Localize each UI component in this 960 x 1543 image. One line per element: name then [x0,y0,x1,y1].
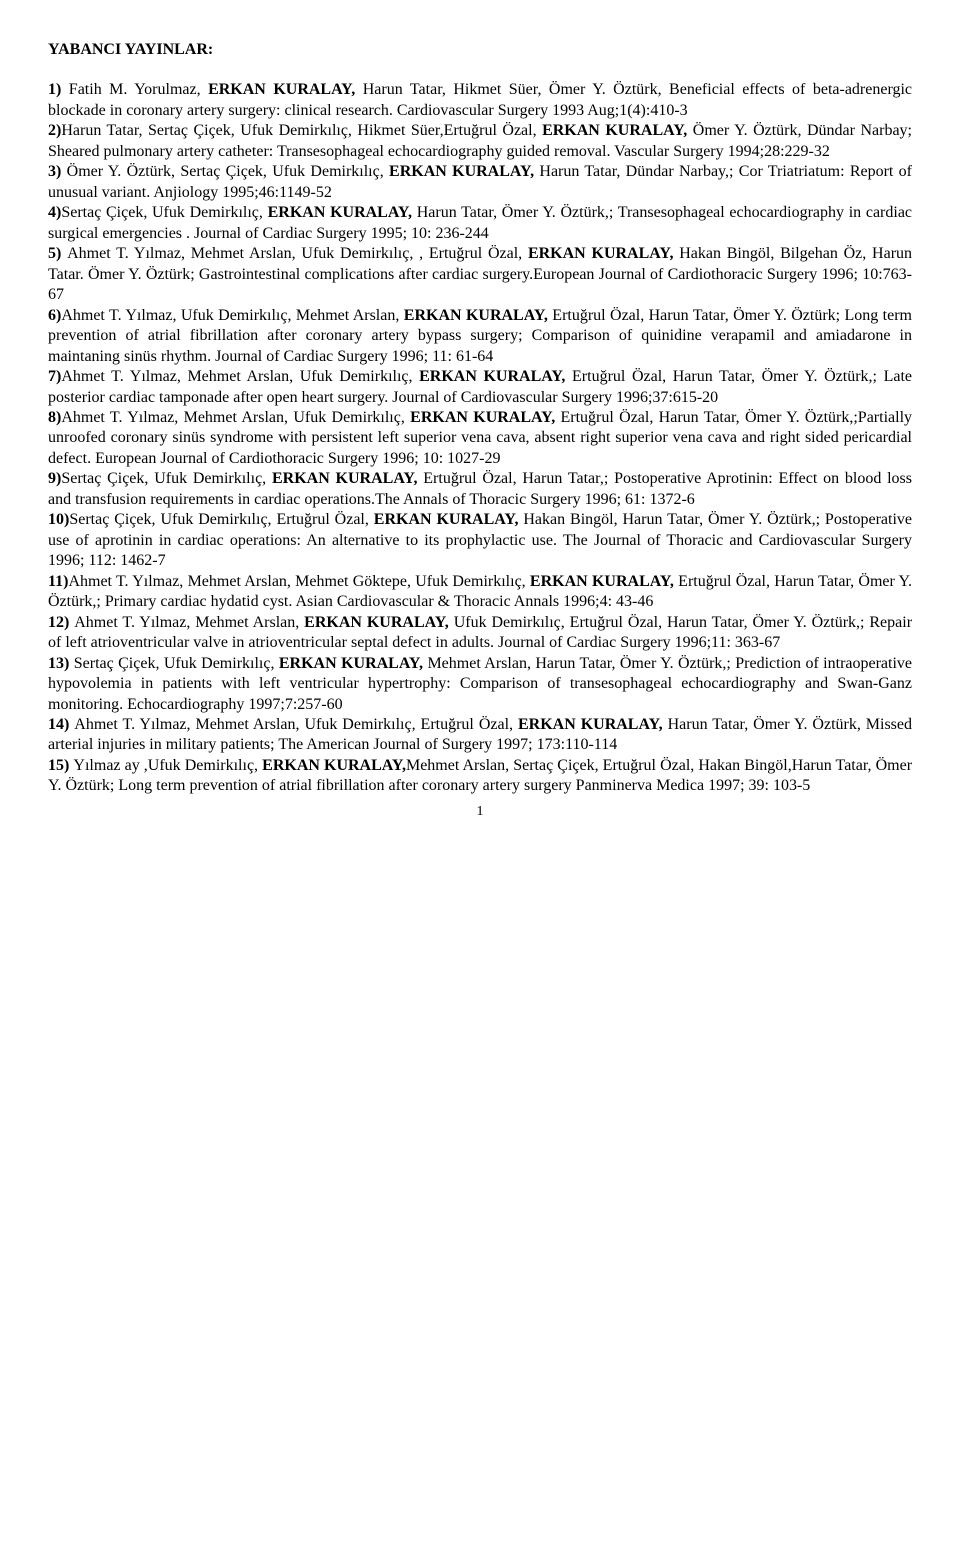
entry-pre-text: Fatih M. Yorulmaz, [69,81,208,98]
entry-highlight-name: ERKAN KURALAY, [262,757,406,774]
entry-lead: 2) [48,122,61,139]
entry-pre-text: Ahmet T. Yılmaz, Mehmet Arslan, Ufuk Dem… [67,245,528,262]
entry-pre-text: Yılmaz ay ,Ufuk Demirkılıç, [73,757,262,774]
entry-pre-text: Ahmet T. Yılmaz, Mehmet Arslan, Mehmet G… [68,573,529,590]
publication-entry: 2)Harun Tatar, Sertaç Çiçek, Ufuk Demirk… [48,121,912,162]
entry-pre-text: Ahmet T. Yılmaz, Mehmet Arslan, Ufuk Dem… [74,716,518,733]
entry-highlight-name: ERKAN KURALAY, [518,716,663,733]
entry-highlight-name: ERKAN KURALAY, [419,368,565,385]
publication-entry: 7)Ahmet T. Yılmaz, Mehmet Arslan, Ufuk D… [48,367,912,408]
entry-lead: 11) [48,573,68,590]
entry-highlight-name: ERKAN KURALAY, [404,307,548,324]
page-number: 1 [48,803,912,821]
entry-lead: 14) [48,716,74,733]
entry-lead: 3) [48,163,67,180]
entry-pre-text: Sertaç Çiçek, Ufuk Demirkılıç, [61,470,272,487]
entry-highlight-name: ERKAN KURALAY, [530,573,674,590]
entry-highlight-name: ERKAN KURALAY, [272,470,418,487]
entry-lead: 15) [48,757,73,774]
entry-lead: 6) [48,307,61,324]
entry-highlight-name: ERKAN KURALAY, [542,122,687,139]
entry-lead: 7) [48,368,61,385]
publication-entry: 9)Sertaç Çiçek, Ufuk Demirkılıç, ERKAN K… [48,469,912,510]
entry-lead: 5) [48,245,67,262]
entry-highlight-name: ERKAN KURALAY, [374,511,519,528]
entry-lead: 12) [48,614,74,631]
entry-highlight-name: ERKAN KURALAY, [268,204,412,221]
entry-pre-text: Ahmet T. Yılmaz, Mehmet Arslan, Ufuk Dem… [61,368,419,385]
entry-pre-text: Harun Tatar, Sertaç Çiçek, Ufuk Demirkıl… [61,122,542,139]
entry-pre-text: Ömer Y. Öztürk, Sertaç Çiçek, Ufuk Demir… [67,163,389,180]
entry-lead: 10) [48,511,69,528]
publication-entry: 3) Ömer Y. Öztürk, Sertaç Çiçek, Ufuk De… [48,162,912,203]
entry-lead: 1) [48,81,69,98]
entry-pre-text: Sertaç Çiçek, Ufuk Demirkılıç, [61,204,267,221]
entry-lead: 9) [48,470,61,487]
publication-entry: 13) Sertaç Çiçek, Ufuk Demirkılıç, ERKAN… [48,654,912,715]
entry-highlight-name: ERKAN KURALAY, [208,81,355,98]
publication-entry: 1) Fatih M. Yorulmaz, ERKAN KURALAY, Har… [48,80,912,121]
publication-entry: 4)Sertaç Çiçek, Ufuk Demirkılıç, ERKAN K… [48,203,912,244]
entry-highlight-name: ERKAN KURALAY, [279,655,423,672]
entry-lead: 4) [48,204,61,221]
publication-entry: 11)Ahmet T. Yılmaz, Mehmet Arslan, Mehme… [48,572,912,613]
entry-pre-text: Ahmet T. Yılmaz, Mehmet Arslan, [74,614,304,631]
publication-entry: 10)Sertaç Çiçek, Ufuk Demirkılıç, Ertuğr… [48,510,912,571]
entry-highlight-name: ERKAN KURALAY, [528,245,674,262]
publication-entry: 12) Ahmet T. Yılmaz, Mehmet Arslan, ERKA… [48,613,912,654]
entry-highlight-name: ERKAN KURALAY, [389,163,534,180]
entry-pre-text: Sertaç Çiçek, Ufuk Demirkılıç, [74,655,279,672]
publication-entry: 14) Ahmet T. Yılmaz, Mehmet Arslan, Ufuk… [48,715,912,756]
entry-highlight-name: ERKAN KURALAY, [304,614,449,631]
publication-entry: 15) Yılmaz ay ,Ufuk Demirkılıç, ERKAN KU… [48,756,912,797]
entry-lead: 13) [48,655,74,672]
entry-pre-text: Sertaç Çiçek, Ufuk Demirkılıç, Ertuğrul … [69,511,373,528]
entry-pre-text: Ahmet T. Yılmaz, Ufuk Demirkılıç, Mehmet… [61,307,403,324]
publication-entry: 5) Ahmet T. Yılmaz, Mehmet Arslan, Ufuk … [48,244,912,305]
section-heading: YABANCI YAYINLAR: [48,40,912,60]
publication-entry: 8)Ahmet T. Yılmaz, Mehmet Arslan, Ufuk D… [48,408,912,469]
entry-pre-text: Ahmet T. Yılmaz, Mehmet Arslan, Ufuk Dem… [61,409,410,426]
publications-list: 1) Fatih M. Yorulmaz, ERKAN KURALAY, Har… [48,80,912,796]
publication-entry: 6)Ahmet T. Yılmaz, Ufuk Demirkılıç, Mehm… [48,306,912,367]
entry-lead: 8) [48,409,61,426]
entry-highlight-name: ERKAN KURALAY, [410,409,555,426]
